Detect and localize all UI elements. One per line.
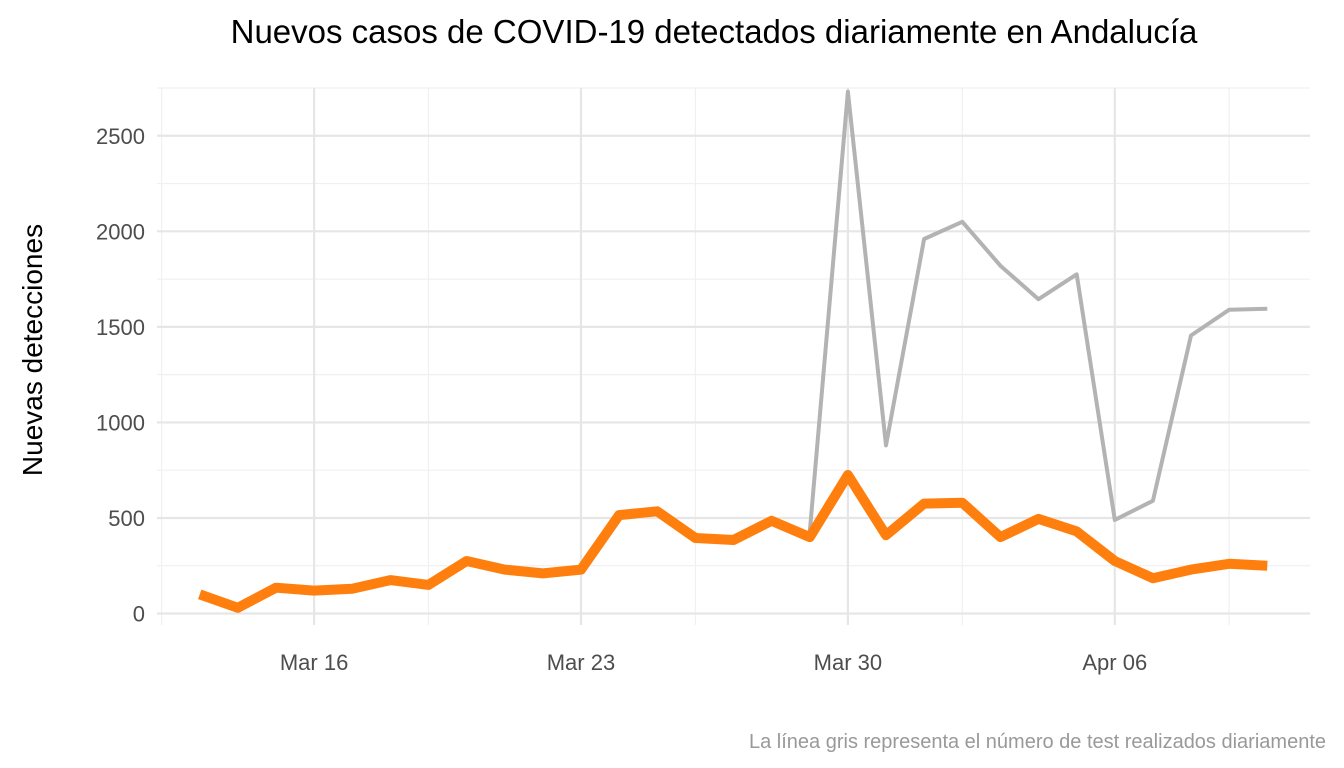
x-tick-label: Apr 06 <box>1082 650 1147 675</box>
chart-title: Nuevos casos de COVID-19 detectados diar… <box>231 13 1198 50</box>
grid-minor <box>157 87 1310 625</box>
chart-caption: La línea gris representa el número de te… <box>749 731 1326 753</box>
x-tick-label: Mar 16 <box>280 650 348 675</box>
y-tick-label: 2500 <box>96 124 145 149</box>
y-tick-label: 1500 <box>96 315 145 340</box>
series-layer <box>198 89 1268 613</box>
series-line-tests <box>807 89 1268 532</box>
y-tick-label: 1000 <box>96 410 145 435</box>
y-axis-label: Nuevas detecciones <box>17 224 48 476</box>
x-tick-labels: Mar 16 Mar 23 Mar 30 Apr 06 <box>280 650 1147 675</box>
y-tick-label: 2000 <box>96 219 145 244</box>
y-tick-label: 0 <box>133 602 145 627</box>
y-tick-label: 500 <box>108 506 145 531</box>
series-line-cases <box>198 470 1268 613</box>
x-tick-label: Mar 30 <box>814 650 882 675</box>
x-tick-label: Mar 23 <box>547 650 615 675</box>
y-tick-labels: 0 500 1000 1500 2000 2500 <box>96 124 145 627</box>
